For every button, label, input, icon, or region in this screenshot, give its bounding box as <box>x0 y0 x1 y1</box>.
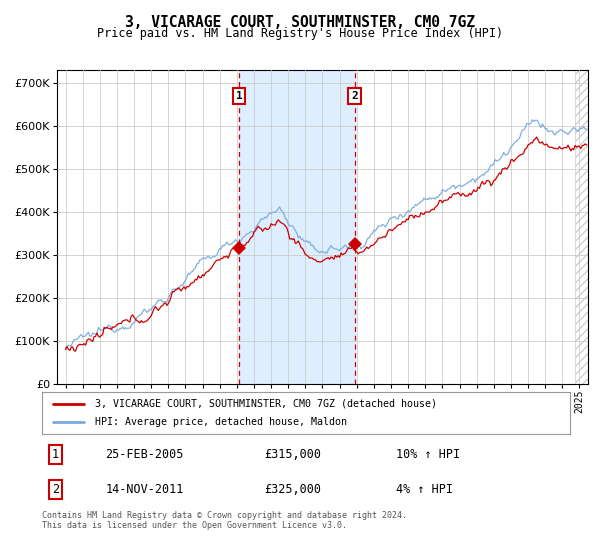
Bar <box>239 70 355 384</box>
Text: 2: 2 <box>351 91 358 101</box>
Text: 4% ↑ HPI: 4% ↑ HPI <box>396 483 453 496</box>
Text: £325,000: £325,000 <box>264 483 321 496</box>
Text: 25-FEB-2005: 25-FEB-2005 <box>106 448 184 461</box>
Text: 3, VICARAGE COURT, SOUTHMINSTER, CM0 7GZ (detached house): 3, VICARAGE COURT, SOUTHMINSTER, CM0 7GZ… <box>95 399 437 409</box>
Text: Contains HM Land Registry data © Crown copyright and database right 2024.
This d: Contains HM Land Registry data © Crown c… <box>42 511 407 530</box>
Text: Price paid vs. HM Land Registry's House Price Index (HPI): Price paid vs. HM Land Registry's House … <box>97 27 503 40</box>
Bar <box>575 70 590 384</box>
Text: 1: 1 <box>52 448 59 461</box>
Text: 3, VICARAGE COURT, SOUTHMINSTER, CM0 7GZ: 3, VICARAGE COURT, SOUTHMINSTER, CM0 7GZ <box>125 15 475 30</box>
Text: 10% ↑ HPI: 10% ↑ HPI <box>396 448 460 461</box>
Text: HPI: Average price, detached house, Maldon: HPI: Average price, detached house, Mald… <box>95 417 347 427</box>
Text: 14-NOV-2011: 14-NOV-2011 <box>106 483 184 496</box>
Text: 2: 2 <box>52 483 59 496</box>
Text: 1: 1 <box>236 91 242 101</box>
Text: £315,000: £315,000 <box>264 448 321 461</box>
